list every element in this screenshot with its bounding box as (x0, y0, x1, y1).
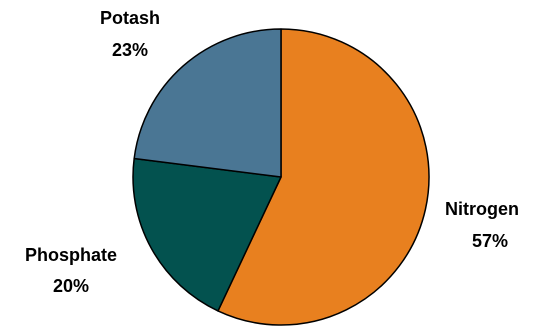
pie-slice-phosphate (132, 157, 282, 312)
pie-slice-nitrogen (217, 28, 430, 326)
slice-label-phosphate: Phosphate (25, 245, 117, 265)
slice-label-potash: Potash (100, 8, 160, 28)
slice-value-nitrogen: 57% (472, 231, 508, 251)
slice-label-nitrogen: Nitrogen (445, 199, 519, 219)
slice-value-potash: 23% (112, 40, 148, 60)
pie-slices (132, 28, 430, 326)
pie-slice-potash (133, 28, 282, 178)
slice-value-phosphate: 20% (53, 276, 89, 296)
